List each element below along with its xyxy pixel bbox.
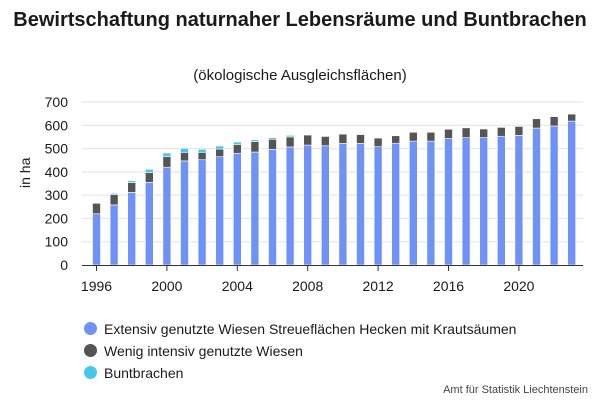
bar-segment [426,140,436,266]
bar-segment [197,151,207,161]
bar-segment [391,142,401,266]
bar-segment [356,143,365,266]
bar-segment [549,116,559,127]
x-tick-label: 2000 [151,278,182,294]
x-tick-label: 2004 [222,278,253,294]
bar-segment [215,145,224,150]
bar-segment [145,168,154,173]
bar-segment [215,156,224,266]
bar-segment [496,135,506,266]
bar-segment [532,118,541,129]
bar-segment [496,127,506,137]
bar-segment [532,127,541,266]
legend-item-wenig-intensiv[interactable]: Wenig intensiv genutzte Wiesen [84,340,516,361]
bar-segment [162,156,172,168]
bar-segment [567,113,577,122]
bar-segment [180,160,189,266]
legend-item-extensiv[interactable]: Extensiv genutzte Wiesen Streueflächen H… [84,318,516,339]
bar-segment [268,148,277,266]
bar-segment [233,152,242,266]
x-tick-label: 2020 [503,278,534,294]
bar-segment [109,192,119,195]
bar-segment [320,136,330,147]
bar-segment [285,136,295,148]
bar-segment [479,128,489,138]
legend-item-buntbrachen[interactable]: Buntbrachen [84,362,516,383]
legend-swatch [84,366,97,379]
bar-segment [180,151,189,162]
x-tick-label: 1996 [81,278,112,294]
bar-segment [320,145,330,266]
y-tick-label: 700 [45,94,69,110]
bar-segment [268,138,277,150]
bar-segment [444,128,453,139]
bar-segment [162,152,172,158]
bar-segment [426,131,436,142]
bar-segment [549,125,559,266]
bar-segment [444,138,453,266]
legend-label: Wenig intensiv genutzte Wiesen [104,342,303,359]
bar-segment [338,133,348,144]
bar-segment [391,135,401,144]
bar-segment [285,134,295,138]
bar-segment [303,144,313,266]
bar-segment [145,172,154,183]
bar-segment [479,137,489,266]
bar-segment [567,120,577,266]
legend-swatch [84,344,97,357]
bar-segment [461,127,471,138]
bar-segment [92,213,101,266]
y-tick-label: 200 [45,210,69,226]
legend-swatch [84,322,97,335]
y-tick-label: 600 [45,117,69,133]
y-tick-label: 0 [60,257,68,273]
y-tick-label: 500 [45,141,69,157]
bar-segment [408,140,418,266]
bar-segment [127,180,136,183]
bar-segment [145,182,154,266]
bar-segment [373,146,383,266]
bar-segment [408,131,418,142]
bar-segment [180,148,189,153]
bar-segment [197,148,207,153]
bar-segment [127,182,136,193]
bar-segment [250,139,260,142]
y-tick-label: 100 [45,234,69,250]
legend-label: Buntbrachen [104,364,184,381]
bar-segment [285,146,295,266]
bar-segment [268,137,277,140]
bar-segment [338,143,348,266]
bar-segment [233,141,242,145]
bar-segment [250,151,260,266]
x-tick-label: 2012 [363,278,394,294]
bar-segment [127,192,136,266]
bar-segment [197,159,207,266]
bar-segment [514,126,524,136]
x-tick-label: 2016 [433,278,464,294]
y-tick-label: 400 [45,164,69,180]
bar-segment [109,204,119,266]
x-tick-label: 2008 [292,278,323,294]
chart-legend: Extensiv genutzte Wiesen Streueflächen H… [84,318,516,384]
source-credit: Amt für Statistik Liechtenstein [443,384,588,396]
legend-label: Extensiv genutzte Wiesen Streueflächen H… [104,320,517,337]
bar-segment [92,202,101,215]
bar-segment [303,134,313,146]
chart-title: Bewirtschaftung naturnaher Lebensräume u… [13,9,587,31]
y-tick-label: 300 [45,187,69,203]
bar-segment [373,137,383,148]
bar-segment [514,134,524,266]
bar-segment [233,144,242,154]
bar-segment [356,134,365,144]
bar-segment [250,141,260,153]
bar-segment [162,166,172,266]
chart-subtitle: (ökologische Ausgleichsflächen) [193,67,407,84]
bar-segment [215,148,224,158]
bar-segment [461,137,471,266]
bar-segment [109,194,119,206]
